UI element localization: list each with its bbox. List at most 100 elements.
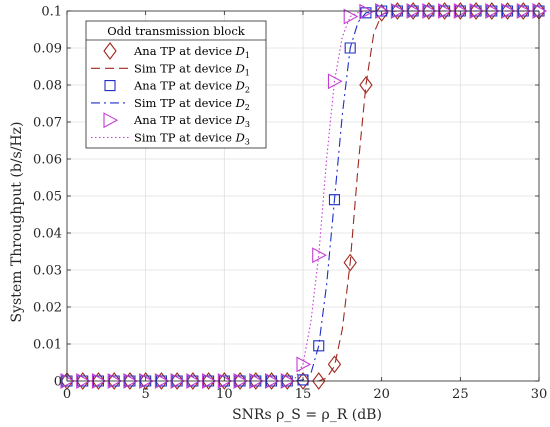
data-point-ana-tp-at-device-d2 <box>470 5 482 17</box>
data-point-ana-tp-at-device-d2 <box>439 5 451 17</box>
x-tick-label: 15 <box>295 387 312 402</box>
data-point-ana-tp-at-device-d1 <box>312 372 326 390</box>
data-point-ana-tp-at-device-d1 <box>500 2 515 20</box>
data-point-ana-tp-at-device-d1 <box>123 372 137 390</box>
data-point-ana-tp-at-device-d1 <box>296 372 310 390</box>
data-point-ana-tp-at-device-d1 <box>154 372 169 390</box>
data-point-ana-tp-at-device-d2 <box>92 375 105 387</box>
y-tick-label: 0.05 <box>33 190 62 205</box>
legend-marker-ana-tp-at-device-d3 <box>103 112 119 129</box>
data-point-ana-tp-at-device-d1 <box>107 372 121 390</box>
data-point-ana-tp-at-device-d2 <box>297 374 309 386</box>
data-point-ana-tp-at-device-d2 <box>454 5 466 17</box>
data-point-ana-tp-at-device-d2 <box>486 5 498 17</box>
y-tick-label: 0.01 <box>33 338 62 353</box>
data-point-ana-tp-at-device-d1 <box>170 372 184 390</box>
data-point-ana-tp-at-device-d2 <box>423 5 435 17</box>
data-point-ana-tp-at-device-d2 <box>376 5 388 17</box>
data-point-ana-tp-at-device-d2 <box>517 5 529 17</box>
data-point-ana-tp-at-device-d2 <box>124 375 136 387</box>
y-axis-label: System Throughput (b/s/Hz) <box>9 122 25 323</box>
legend-box <box>85 20 267 149</box>
data-point-ana-tp-at-device-d2 <box>313 340 325 352</box>
x-tick-label: 30 <box>531 387 548 402</box>
data-point-ana-tp-at-device-d3 <box>296 356 312 373</box>
data-point-ana-tp-at-device-d2 <box>328 194 341 206</box>
data-point-ana-tp-at-device-d3 <box>312 247 327 264</box>
x-tick-label: 25 <box>452 387 469 402</box>
data-point-ana-tp-at-device-d1 <box>343 253 357 272</box>
data-point-ana-tp-at-device-d2 <box>265 375 278 387</box>
data-point-ana-tp-at-device-d1 <box>374 3 389 22</box>
x-tick-label: 20 <box>373 387 390 402</box>
data-point-ana-tp-at-device-d1 <box>359 76 373 94</box>
data-point-ana-tp-at-device-d1 <box>186 372 200 390</box>
data-point-ana-tp-at-device-d2 <box>203 375 215 387</box>
y-tick-label: 0.07 <box>33 116 62 131</box>
y-axis-ticks: 0 0.01 0.02 0.03 0.04 0.05 0.06 0.07 0.08 0.09 0.1 <box>33 5 539 390</box>
data-point-ana-tp-at-device-d1 <box>422 2 436 20</box>
data-point-ana-tp-at-device-d2 <box>108 375 120 387</box>
y-tick-label: 0 <box>54 375 62 390</box>
legend-label-sim-tp-at-device-d3: Sim TP at device D3 <box>134 131 250 147</box>
legend-marker-ana-tp-at-device-d2 <box>104 80 116 92</box>
data-point-ana-tp-at-device-d2 <box>501 5 514 17</box>
data-point-ana-tp-at-device-d3 <box>327 73 343 90</box>
data-point-ana-tp-at-device-d1 <box>469 2 483 20</box>
y-tick-label: 0.02 <box>33 301 62 316</box>
legend-label-sim-tp-at-device-d1: Sim TP at device D1 <box>134 61 250 77</box>
y-tick-label: 0.1 <box>41 5 62 20</box>
legend: Odd transmission block Ana TP at device … <box>85 20 267 149</box>
data-point-ana-tp-at-device-d2 <box>281 375 293 387</box>
data-point-ana-tp-at-device-d2 <box>360 7 372 19</box>
data-point-ana-tp-at-device-d1 <box>217 372 232 390</box>
data-point-ana-tp-at-device-d2 <box>234 375 246 387</box>
data-point-ana-tp-at-device-d2 <box>250 375 262 387</box>
data-point-ana-tp-at-device-d3 <box>60 373 76 389</box>
data-point-ana-tp-at-device-d1 <box>201 372 216 390</box>
data-point-ana-tp-at-device-d2 <box>187 375 199 387</box>
x-tick-label: 0 <box>63 387 71 402</box>
legend-label-ana-tp-at-device-d1: Ana TP at device D1 <box>133 44 250 60</box>
data-point-ana-tp-at-device-d2 <box>77 375 89 387</box>
legend-label-sim-tp-at-device-d2: Sim TP at device D2 <box>134 96 250 112</box>
data-point-ana-tp-at-device-d2 <box>344 42 356 54</box>
data-point-ana-tp-at-device-d1 <box>91 372 106 390</box>
data-point-ana-tp-at-device-d1 <box>485 2 499 20</box>
data-point-ana-tp-at-device-d1 <box>453 2 468 20</box>
data-point-ana-tp-at-device-d3 <box>359 3 375 20</box>
data-point-ana-tp-at-device-d3 <box>343 8 359 25</box>
data-point-ana-tp-at-device-d1 <box>60 372 74 390</box>
data-point-ana-tp-at-device-d2 <box>140 375 152 387</box>
data-point-ana-tp-at-device-d1 <box>249 372 263 390</box>
x-axis-ticks: 0 5 10 15 20 25 30 <box>63 11 547 402</box>
legend-marker-ana-tp-at-device-d1 <box>103 42 117 60</box>
data-point-ana-tp-at-device-d2 <box>218 375 230 387</box>
data-point-ana-tp-at-device-d1 <box>327 355 342 374</box>
y-tick-label: 0.06 <box>33 153 62 168</box>
data-point-ana-tp-at-device-d2 <box>407 5 419 17</box>
x-tick-label: 5 <box>142 387 150 402</box>
x-axis-label-text: SNRs ρ_S = ρ_R (dB) <box>232 407 382 423</box>
series-line-sim-tp-at-device-d1 <box>303 10 539 382</box>
legend-label-ana-tp-at-device-d2: Ana TP at device D2 <box>133 79 250 95</box>
data-point-ana-tp-at-device-d1 <box>280 372 294 390</box>
y-tick-label: 0.04 <box>33 227 62 242</box>
data-point-ana-tp-at-device-d1 <box>76 372 90 390</box>
legend-label-ana-tp-at-device-d3: Ana TP at device D3 <box>133 113 250 129</box>
x-tick-label: 10 <box>216 387 233 402</box>
data-point-ana-tp-at-device-d2 <box>533 5 545 17</box>
data-point-ana-tp-at-device-d1 <box>138 372 153 390</box>
data-point-ana-tp-at-device-d2 <box>155 375 167 387</box>
y-tick-label: 0.03 <box>33 264 62 279</box>
data-point-ana-tp-at-device-d1 <box>437 2 452 20</box>
data-point-ana-tp-at-device-d1 <box>233 372 247 390</box>
y-tick-label: 0.08 <box>33 79 62 94</box>
data-point-ana-tp-at-device-d1 <box>264 372 279 390</box>
data-point-ana-tp-at-device-d1 <box>516 2 530 20</box>
x-axis-label: SNRs ρ_S = ρ_R (dB) <box>232 407 382 423</box>
legend-title: Odd transmission block <box>107 24 246 38</box>
